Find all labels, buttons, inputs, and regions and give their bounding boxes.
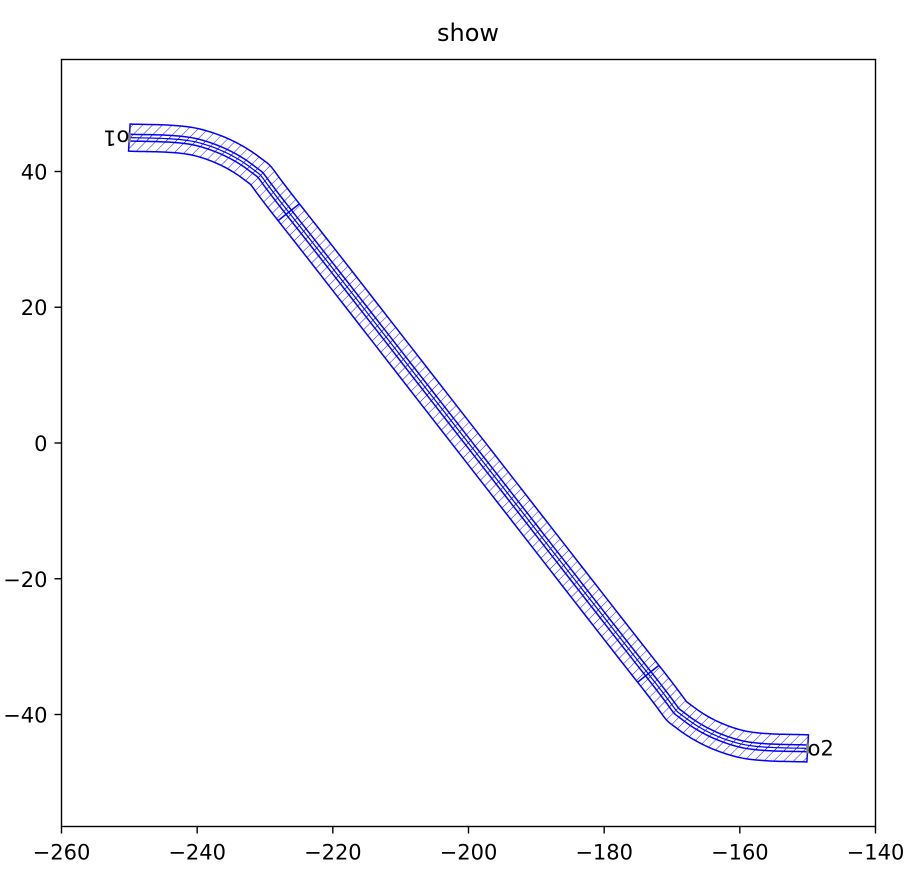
section-break xyxy=(637,664,660,683)
y-axis: 40 20 0 −20 −40 xyxy=(3,160,62,728)
y-tick-label: −40 xyxy=(3,704,47,728)
y-tick-label: 20 xyxy=(21,296,48,320)
x-tick-label: −240 xyxy=(168,841,226,865)
chart-title: show xyxy=(437,19,499,47)
y-tick-label: −20 xyxy=(3,568,47,592)
x-tick-label: −180 xyxy=(575,841,633,865)
x-tick-label: −160 xyxy=(711,841,769,865)
x-tick-label: −260 xyxy=(33,841,91,865)
port-annotations: o1 o2 xyxy=(103,126,834,761)
y-tick-label: 0 xyxy=(34,432,47,456)
x-tick-label: −220 xyxy=(304,841,362,865)
port-label: o2 xyxy=(808,736,834,760)
y-tick-label: 40 xyxy=(21,160,48,184)
x-axis: −260 −240 −220 −200 −180 −160 −140 xyxy=(33,826,905,865)
series-line xyxy=(129,136,808,750)
section-break xyxy=(277,203,300,222)
x-tick-label: −140 xyxy=(847,841,905,865)
x-tick-label: −200 xyxy=(440,841,498,865)
port-label: o1 xyxy=(103,126,129,150)
